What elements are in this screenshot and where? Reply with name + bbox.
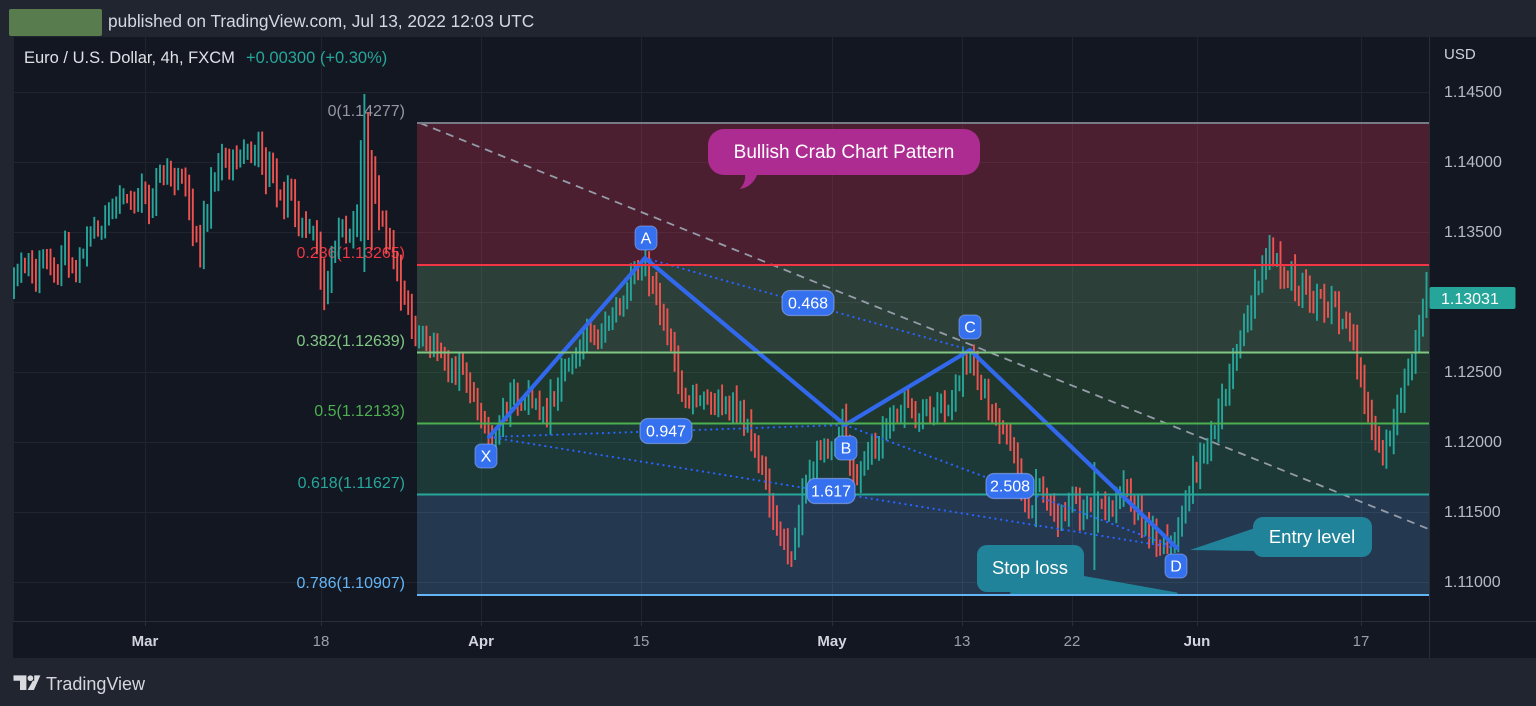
svg-text:15: 15 — [633, 633, 650, 650]
svg-text:0.618(1.11627): 0.618(1.11627) — [298, 475, 405, 492]
svg-text:0.947: 0.947 — [646, 424, 686, 441]
svg-text:0.236(1.13265): 0.236(1.13265) — [296, 245, 405, 262]
svg-text:2.508: 2.508 — [990, 479, 1030, 496]
svg-text:22: 22 — [1064, 633, 1081, 650]
svg-text:C: C — [964, 320, 976, 337]
svg-text:Euro / U.S. Dollar, 4h, FXCM: Euro / U.S. Dollar, 4h, FXCM — [24, 49, 235, 67]
svg-text:May: May — [817, 633, 847, 650]
svg-text:1.617: 1.617 — [811, 484, 851, 501]
svg-text:1.12000: 1.12000 — [1444, 434, 1502, 451]
svg-text:B: B — [841, 441, 852, 458]
svg-text:Bullish Crab Chart Pattern: Bullish Crab Chart Pattern — [734, 142, 955, 163]
svg-text:USD: USD — [1444, 46, 1476, 63]
svg-text:0.468: 0.468 — [788, 296, 828, 313]
svg-text:+0.00300 (+0.30%): +0.00300 (+0.30%) — [246, 49, 387, 67]
svg-text:18: 18 — [313, 633, 330, 650]
svg-text:0(1.14277): 0(1.14277) — [328, 103, 405, 120]
svg-text:1.14000: 1.14000 — [1444, 154, 1502, 171]
svg-text:1.11500: 1.11500 — [1444, 504, 1501, 521]
svg-text:Entry level: Entry level — [1269, 526, 1355, 547]
svg-text:1.14500: 1.14500 — [1444, 84, 1502, 101]
svg-text:Jun: Jun — [1184, 633, 1211, 650]
svg-text:1.12500: 1.12500 — [1444, 364, 1502, 381]
svg-text:17: 17 — [1353, 633, 1370, 650]
svg-text:TradingView: TradingView — [46, 674, 146, 694]
svg-text:0.382(1.12639): 0.382(1.12639) — [296, 333, 405, 350]
svg-text:D: D — [1170, 559, 1182, 576]
svg-text:0.786(1.10907): 0.786(1.10907) — [296, 575, 405, 592]
svg-text:13: 13 — [954, 633, 971, 650]
svg-text:published on TradingView.com,: published on TradingView.com, Jul 13, 20… — [108, 11, 534, 31]
svg-text:0.5(1.12133): 0.5(1.12133) — [314, 403, 405, 420]
svg-text:1.11000: 1.11000 — [1444, 574, 1501, 591]
svg-text:A: A — [641, 231, 652, 248]
svg-text:Mar: Mar — [132, 633, 159, 650]
svg-text:Apr: Apr — [468, 633, 494, 650]
svg-text:Stop loss: Stop loss — [992, 557, 1068, 578]
svg-text:1.13031: 1.13031 — [1441, 291, 1499, 308]
svg-text:X: X — [481, 449, 492, 466]
svg-text:1.13500: 1.13500 — [1444, 224, 1502, 241]
